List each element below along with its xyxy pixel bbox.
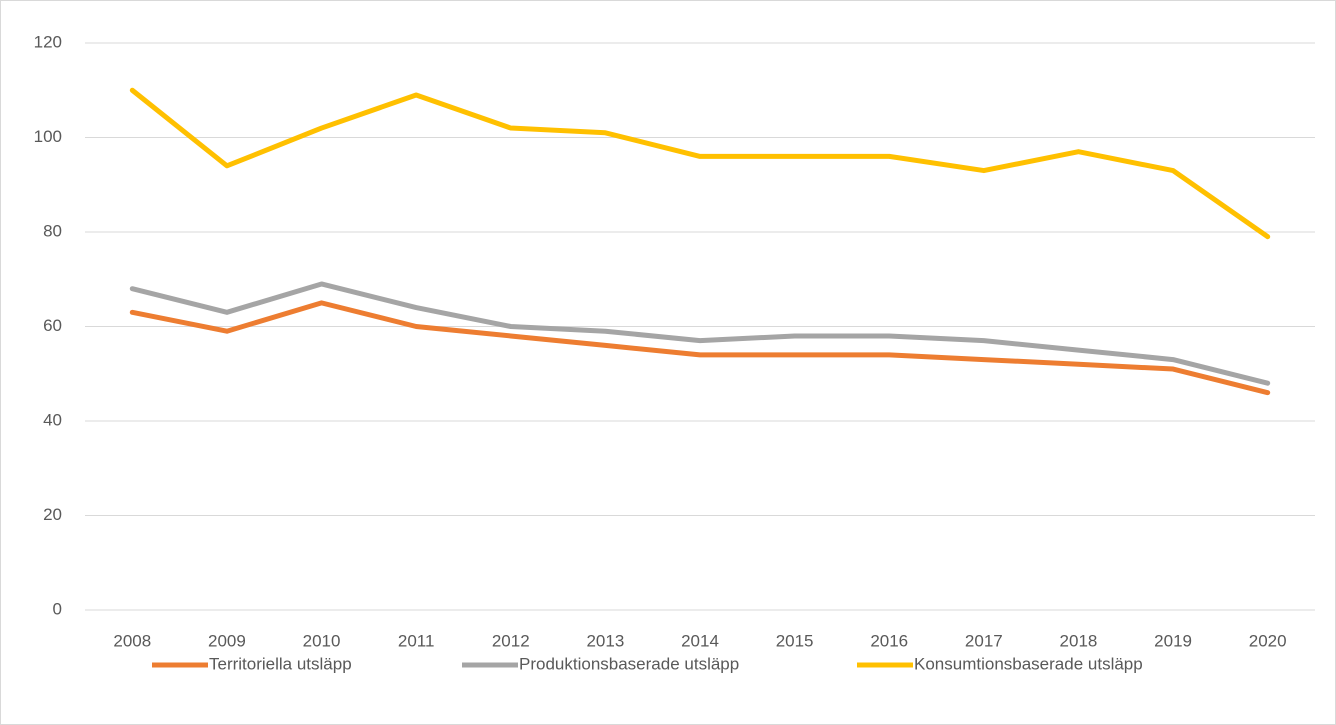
legend-label: Produktionsbaserade utsläpp <box>519 654 739 673</box>
x-tick-label: 2008 <box>113 631 151 650</box>
x-tick-label: 2017 <box>965 631 1003 650</box>
x-tick-label: 2011 <box>398 631 435 650</box>
series-line <box>129 281 1271 386</box>
legend-label: Konsumtionsbaserade utsläpp <box>914 654 1143 673</box>
x-tick-label: 2018 <box>1060 631 1098 650</box>
x-tick-label: 2016 <box>870 631 908 650</box>
x-tick-label: 2010 <box>303 631 341 650</box>
series-line <box>129 300 1271 396</box>
y-tick-label: 60 <box>43 316 62 335</box>
x-tick-label: 2009 <box>208 631 246 650</box>
x-tick-label: 2015 <box>776 631 814 650</box>
y-tick-label: 80 <box>43 221 62 240</box>
y-tick-label: 100 <box>34 127 62 146</box>
x-tick-label: 2012 <box>492 631 530 650</box>
x-tick-label: 2014 <box>681 631 719 650</box>
x-tick-label: 2013 <box>586 631 624 650</box>
y-tick-label: 0 <box>53 599 62 618</box>
series-line <box>129 87 1271 240</box>
y-tick-label: 120 <box>34 32 62 51</box>
y-tick-label: 40 <box>43 410 62 429</box>
y-tick-label: 20 <box>43 505 62 524</box>
x-tick-label: 2019 <box>1154 631 1192 650</box>
x-tick-label: 2020 <box>1249 631 1287 650</box>
legend-label: Territoriella utsläpp <box>209 654 352 673</box>
